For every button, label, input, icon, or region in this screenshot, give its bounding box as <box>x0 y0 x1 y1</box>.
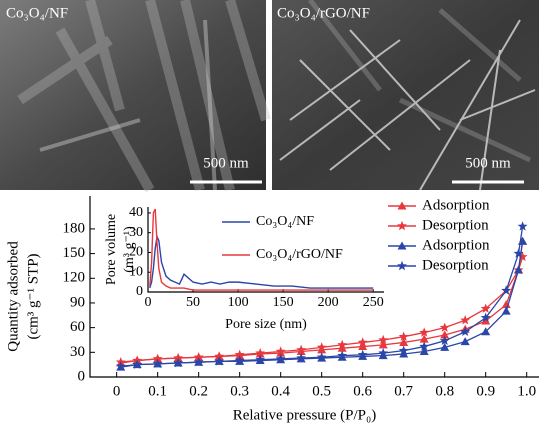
scale-bar-label: 500 nm <box>203 155 249 171</box>
legend-label: Adsorption <box>422 237 490 253</box>
legend-label: Desorption <box>422 257 489 273</box>
y-tick-label: 150 <box>63 245 86 261</box>
x-tick-label: 250 <box>363 295 384 310</box>
x-tick-label: 0.1 <box>148 383 167 399</box>
data-point <box>461 337 470 345</box>
x-tick-label: 200 <box>318 295 339 310</box>
image-label: Co₃O₄/NF <box>6 5 68 21</box>
y-tick-label: 90 <box>70 294 85 310</box>
y-tick-label: 0 <box>78 368 86 384</box>
scale-bar-label: 500 nm <box>465 155 511 171</box>
x-tick-label: 1.0 <box>517 383 536 399</box>
x-tick-label: 0.4 <box>271 383 290 399</box>
y-tick-label: 40 <box>129 205 143 220</box>
image-label: Co₃O₄/rGO/NF <box>277 5 370 21</box>
y-tick-label: 180 <box>63 220 86 236</box>
inset-chart: 050100150200250010203040Pore size (nm)Po… <box>104 205 384 332</box>
y-axis-label: (cm³ g⁻¹ STP) <box>25 253 41 339</box>
x-tick-label: 100 <box>228 295 249 310</box>
x-tick-label: 0 <box>145 295 152 310</box>
y-tick-label: 0 <box>136 284 143 299</box>
x-axis-label: Pore size (nm) <box>225 317 307 332</box>
x-tick-label: 0.5 <box>312 383 331 399</box>
legend-label: Desorption <box>422 217 489 233</box>
x-tick-label: 50 <box>186 295 200 310</box>
y-tick-label: 60 <box>70 319 85 335</box>
series-line <box>150 237 373 288</box>
page: {"images": [ {"label": "Co₃O₄/NF", "scal… <box>0 0 539 426</box>
x-tick-label: 0.2 <box>189 383 208 399</box>
sem-image: Co₃O₄/NF 500 nm <box>0 0 266 190</box>
data-point <box>440 322 450 331</box>
sem-image: Co₃O₄/rGO/NF 500 nm <box>272 0 539 190</box>
x-tick-label: 0.8 <box>435 383 454 399</box>
x-tick-label: 0.9 <box>476 383 495 399</box>
x-tick-label: 0.7 <box>394 383 413 399</box>
legend-label: Co₃O₄/NF <box>256 214 314 229</box>
legend-label: Adsorption <box>422 197 490 213</box>
y-axis-label: Quantity adsorbed <box>5 241 21 352</box>
figure: Co₃O₄/NF 500 nm Co₃O₄/rGO/NF 500 nm 0 0.1… <box>0 0 539 426</box>
x-axis-label: Relative pressure (P/P₀) <box>233 407 377 423</box>
legend-marker <box>397 221 407 230</box>
y-axis-label: Pore volume <box>104 214 119 285</box>
y-axis-label: (m³ g⁻¹) <box>122 226 137 273</box>
data-point <box>460 315 470 324</box>
x-tick-label: 0.6 <box>353 383 372 399</box>
legend-marker <box>397 261 407 270</box>
y-tick-label: 120 <box>63 270 86 286</box>
legend-label: Co₃O₄/rGO/NF <box>256 247 343 262</box>
y-tick-label: 30 <box>70 344 85 360</box>
x-tick-label: 0 <box>113 383 121 399</box>
x-tick-label: 0.3 <box>230 383 249 399</box>
x-tick-label: 150 <box>273 295 294 310</box>
